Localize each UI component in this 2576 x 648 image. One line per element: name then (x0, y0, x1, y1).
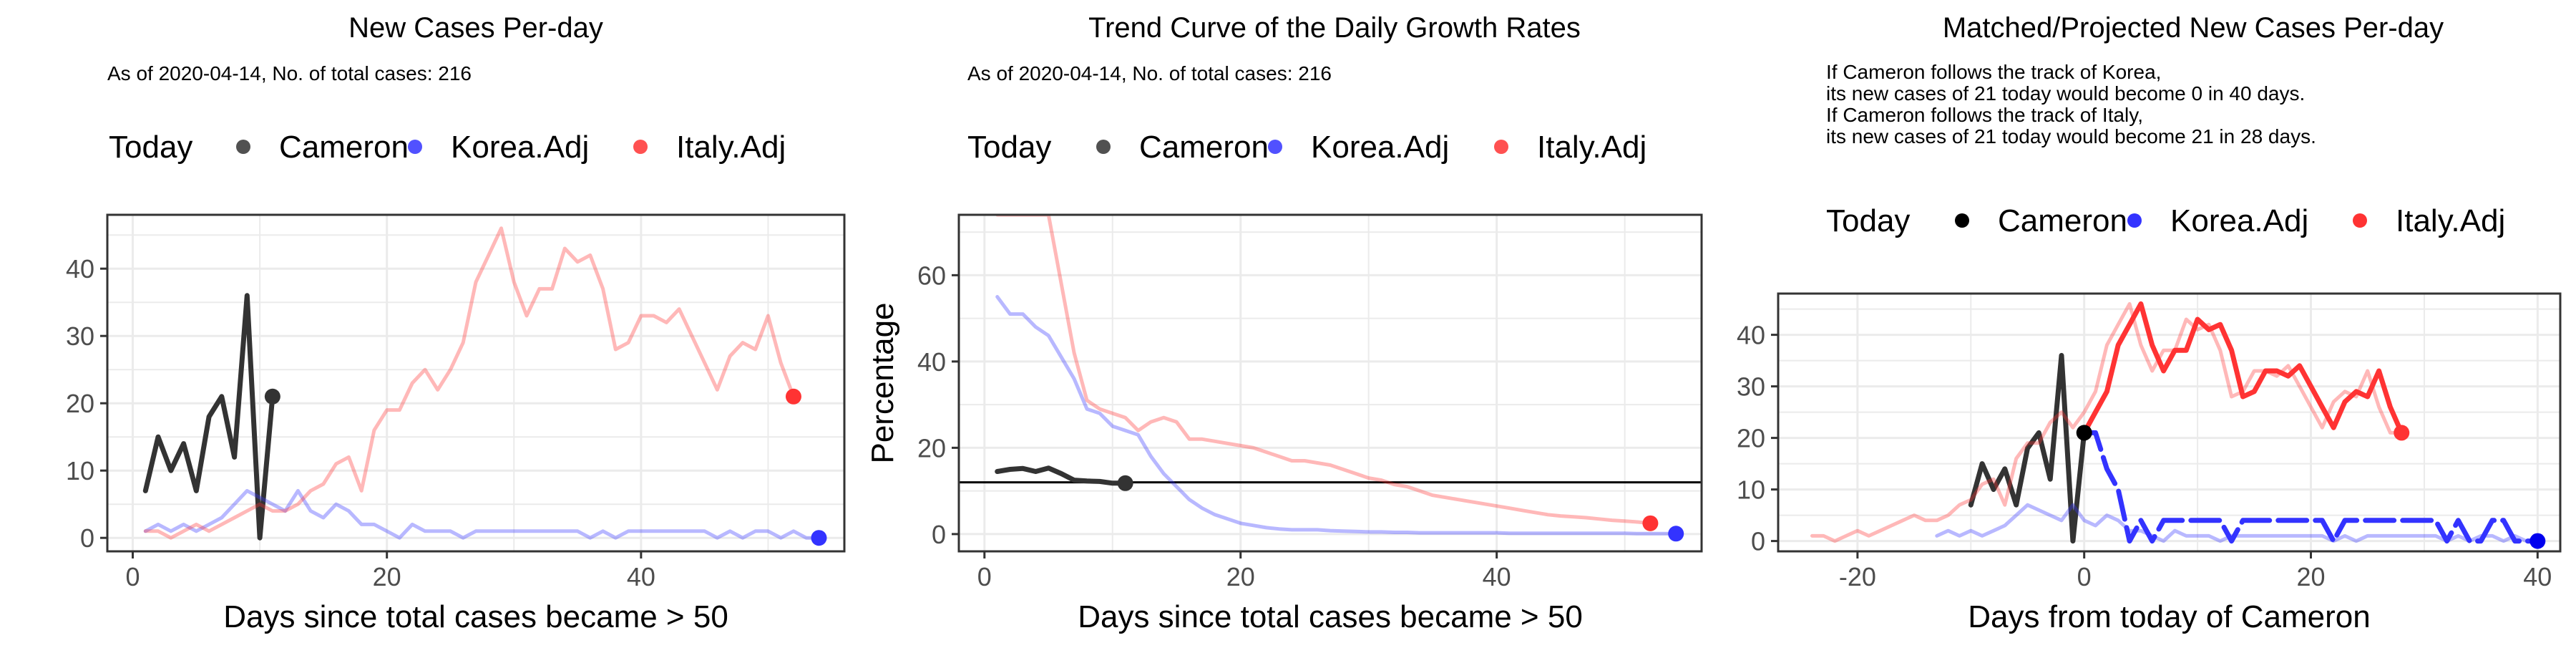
chart-title: New Cases Per-day (348, 12, 603, 44)
series-line-cameron (1968, 352, 2087, 544)
legend-title: Today (967, 130, 1051, 165)
legend-title: Today (109, 130, 192, 165)
chart-panel: Matched/Projected New Cases Per-day If Ca… (1737, 12, 2562, 634)
today-point (2529, 533, 2546, 549)
legend-marker (2353, 213, 2367, 228)
panel-border (1777, 292, 2562, 553)
y-tick-label: 20 (66, 389, 94, 418)
today-point (2076, 425, 2092, 441)
y-tick-label: 20 (1737, 424, 1765, 453)
x-tick-label: 0 (126, 562, 140, 591)
x-axis-label: Days since total cases became > 50 (1078, 599, 1583, 634)
y-tick-label: 60 (917, 261, 946, 290)
y-axis-label: Percentage (865, 302, 900, 463)
y-tick-label: 40 (1737, 321, 1765, 350)
today-point (264, 388, 280, 405)
today-point (1117, 475, 1133, 491)
chart-subtitle: its new cases of 21 today would become 0… (1826, 82, 2305, 105)
chart-subtitle: If Cameron follows the track of Italy, (1826, 104, 2143, 126)
chart-panel: Trend Curve of the Daily Growth Rates As … (865, 12, 1703, 634)
x-tick-label: 40 (1483, 562, 1511, 591)
y-tick-label: 40 (66, 254, 94, 284)
series-line-cameron (142, 293, 275, 541)
plot-area (142, 226, 821, 541)
legend-label: Korea.Adj (451, 130, 589, 165)
gridlines (1778, 294, 2560, 551)
x-tick-label: 0 (2077, 562, 2092, 591)
legend-marker (1955, 213, 1969, 228)
series-line-italy-adj-projected- (2082, 301, 2404, 435)
legend-label: Korea.Adj (2170, 203, 2308, 238)
panel-border (957, 213, 1703, 553)
legend-label: Cameron (1998, 203, 2127, 238)
y-tick-label: 30 (66, 321, 94, 351)
chart-subtitle: As of 2020-04-14, No. of total cases: 21… (967, 62, 1332, 84)
x-axis-label: Days from today of Cameron (1968, 599, 2370, 634)
series-line-italy-adj (143, 226, 796, 540)
legend-marker (408, 140, 422, 154)
plot-area (1810, 301, 2540, 544)
legend-label: Italy.Adj (676, 130, 786, 165)
today-point (785, 388, 801, 405)
legend-marker (1268, 140, 1282, 154)
x-tick-label: 20 (373, 562, 401, 591)
y-tick-label: 40 (917, 347, 946, 377)
x-tick-label: 20 (1226, 562, 1255, 591)
chart-subtitle: As of 2020-04-14, No. of total cases: 21… (107, 62, 472, 84)
legend-label: Korea.Adj (1311, 130, 1449, 165)
today-point (1642, 515, 1659, 531)
chart-title: Trend Curve of the Daily Growth Rates (1088, 12, 1581, 44)
series-line-italy-adj-matched- (1810, 301, 2404, 543)
legend-label: Cameron (1139, 130, 1269, 165)
x-tick-label: 0 (977, 562, 992, 591)
chart-subtitle: If Cameron follows the track of Korea, (1826, 61, 2161, 83)
legend-marker (2127, 213, 2142, 228)
x-tick-label: 40 (627, 562, 655, 591)
series-line-italy-adj (995, 215, 1652, 526)
y-tick-label: 10 (66, 456, 94, 485)
legend-marker (1494, 140, 1508, 154)
gridlines (959, 215, 1702, 551)
legend-label: Cameron (279, 130, 409, 165)
series-line-korea-adj (995, 295, 1678, 536)
y-tick-label: 0 (932, 520, 946, 549)
chart-title: Matched/Projected New Cases Per-day (1943, 12, 2444, 44)
series-line-cameron (995, 465, 1128, 486)
legend-marker (236, 140, 250, 154)
today-point (2394, 425, 2410, 441)
x-tick-label: -20 (1839, 562, 1876, 591)
y-tick-label: 30 (1737, 372, 1765, 402)
series-line-korea-adj (143, 488, 821, 540)
legend-label: Italy.Adj (2396, 203, 2505, 238)
chart-subtitle: its new cases of 21 today would become 2… (1826, 125, 2316, 148)
chart-panel: New Cases Per-day As of 2020-04-14, No. o… (66, 12, 846, 634)
y-tick-label: 10 (1737, 475, 1765, 505)
legend-marker (1096, 140, 1111, 154)
x-axis-label: Days since total cases became > 50 (223, 599, 728, 634)
series-line-korea-adj-projected- (2082, 430, 2540, 544)
panel-border (106, 213, 846, 553)
legend-label: Italy.Adj (1537, 130, 1646, 165)
today-point (811, 530, 827, 546)
gridlines (107, 215, 844, 551)
y-tick-label: 0 (80, 523, 94, 553)
legend-marker (633, 140, 648, 154)
x-tick-label: 40 (2523, 562, 2552, 591)
plot-area (959, 215, 1702, 536)
y-tick-label: 20 (917, 433, 946, 463)
today-point (1668, 526, 1684, 542)
y-tick-label: 0 (1751, 527, 1765, 556)
legend-title: Today (1826, 203, 1910, 238)
x-tick-label: 20 (2296, 562, 2325, 591)
